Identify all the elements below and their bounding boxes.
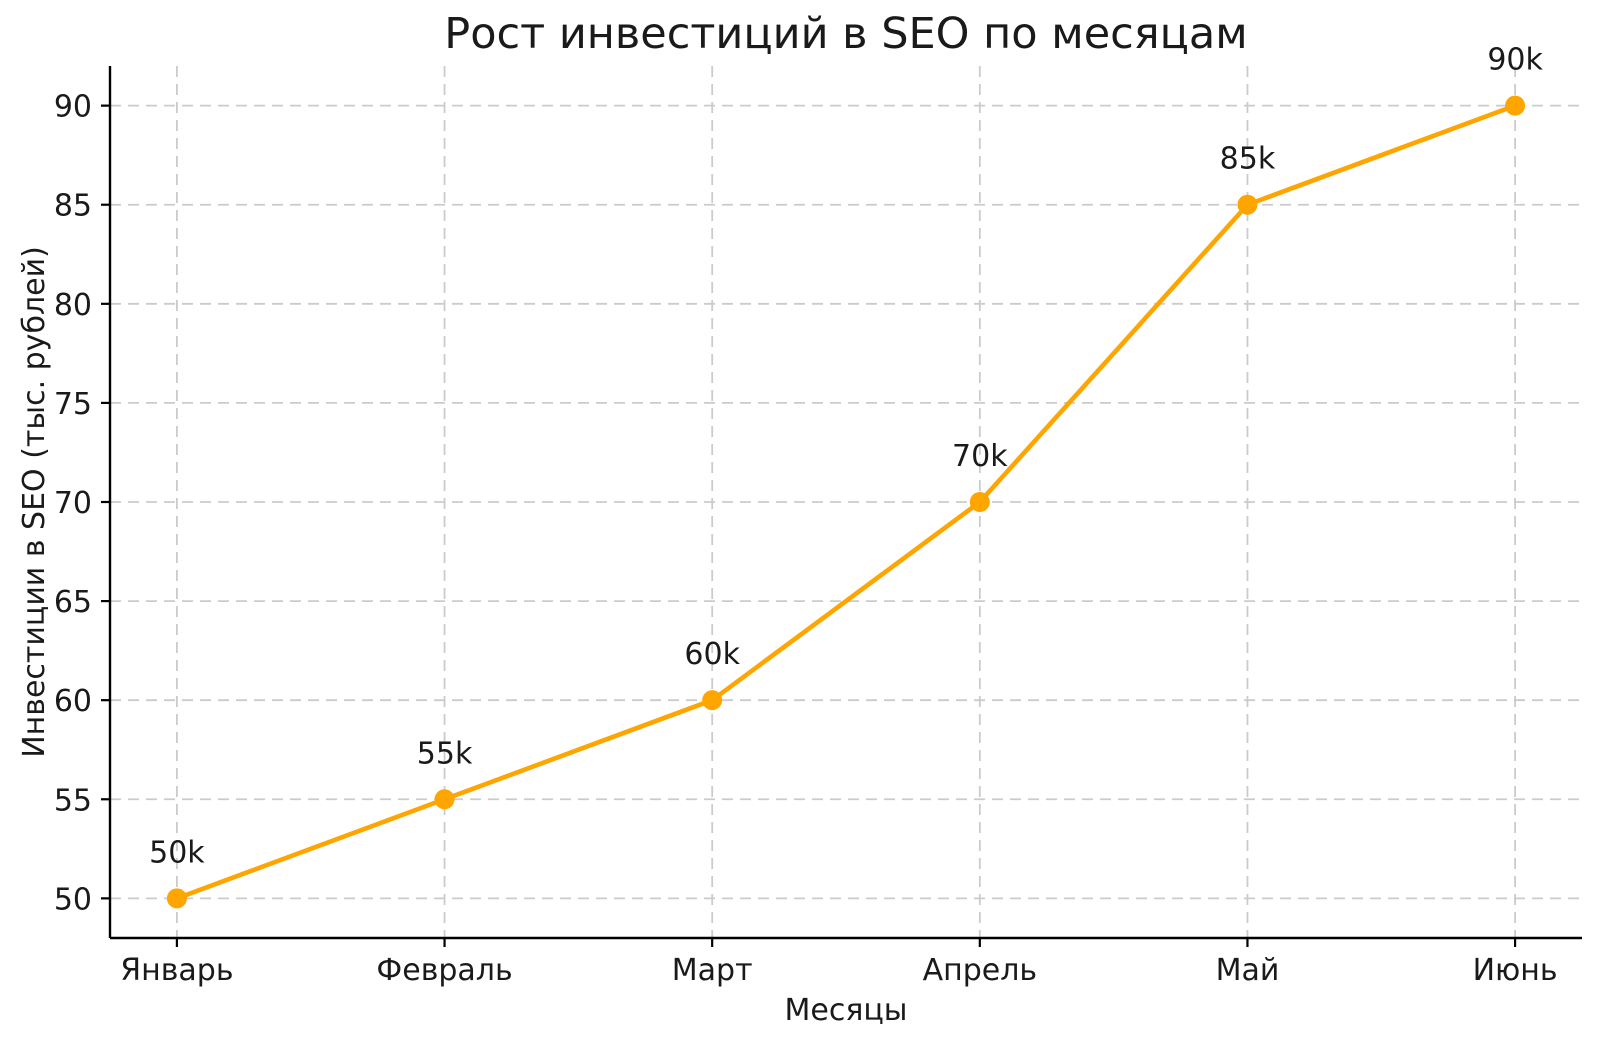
data-point-label: 55k [417, 736, 473, 771]
y-tick-label: 90 [54, 90, 92, 125]
data-point-marker [166, 888, 187, 909]
data-point-label: 50k [149, 835, 205, 870]
y-tick-label: 55 [54, 783, 92, 818]
x-tick-label: Январь [120, 953, 233, 988]
x-tick-label: Март [672, 953, 753, 988]
y-tick-label: 70 [54, 486, 92, 521]
y-tick-label: 60 [54, 684, 92, 719]
x-tick-label: Июнь [1473, 953, 1558, 988]
y-tick-label: 85 [54, 189, 92, 224]
x-tick-label: Апрель [923, 953, 1038, 988]
data-point-label: 70k [952, 439, 1008, 474]
y-tick-label: 50 [54, 882, 92, 917]
point-annotations-layer: 50k 55k 60k 70k 85k 90k [149, 43, 1543, 871]
data-point-label: 85k [1220, 142, 1276, 177]
data-point-label: 90k [1487, 43, 1543, 78]
data-point-label: 60k [684, 637, 740, 672]
data-point-marker [969, 492, 990, 512]
grid-layer [110, 66, 1582, 938]
data-series-layer [166, 95, 1526, 909]
x-tick-label: Февраль [376, 953, 512, 988]
data-point-marker [1505, 95, 1526, 116]
data-point-marker [434, 789, 455, 810]
axis-tick-labels: 50 55 60 65 70 75 80 85 90 Январь Февраль Март Апрел… [54, 90, 1558, 988]
y-axis-label: Инвестиции в SEO (тыс. рублей) [17, 246, 52, 758]
y-tick-label: 80 [54, 288, 92, 323]
y-tick-label: 75 [54, 387, 92, 422]
y-tick-label: 65 [54, 585, 92, 620]
data-point-marker [1237, 194, 1258, 215]
axis-ticks [101, 104, 1517, 947]
x-axis-label: Месяцы [785, 993, 908, 1028]
x-tick-label: Май [1216, 953, 1280, 988]
series-line [174, 103, 1518, 901]
data-point-marker [702, 690, 723, 711]
chart-title: Рост инвестиций в SEO по месяцам [444, 9, 1247, 59]
